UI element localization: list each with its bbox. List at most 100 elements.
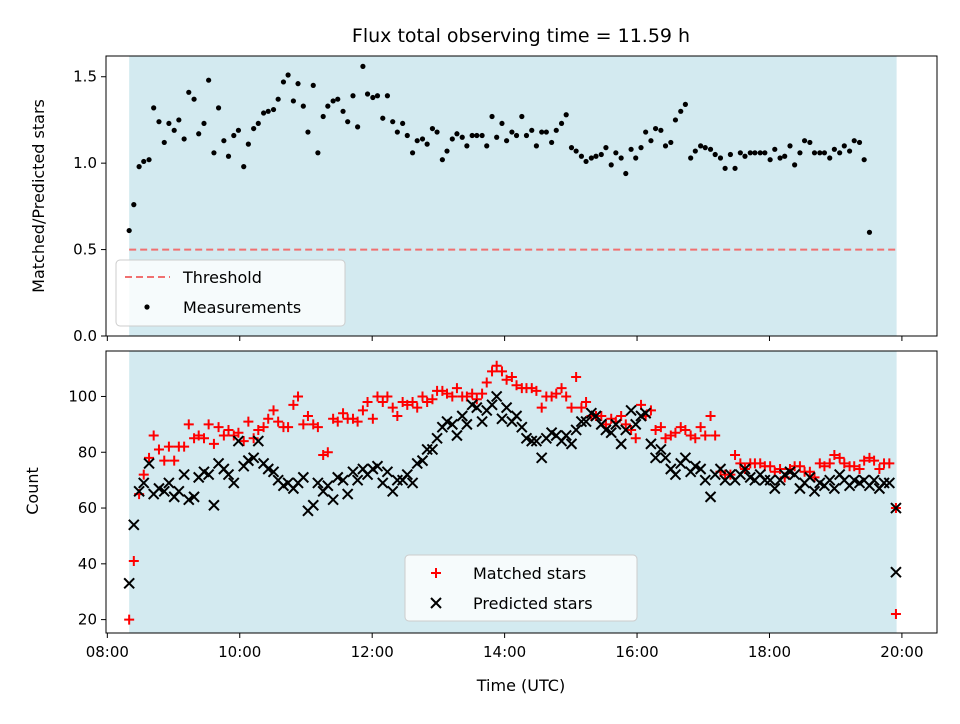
measurement-point <box>752 150 758 156</box>
matched-star-point <box>556 383 567 394</box>
matched-star-point <box>511 380 522 391</box>
matched-star-point <box>153 444 164 455</box>
measurement-point <box>449 136 455 142</box>
measurement-point <box>648 138 654 144</box>
predicted-star-point <box>153 482 165 495</box>
matched-star-point <box>223 424 234 435</box>
measurement-point <box>717 155 724 161</box>
measurement-point <box>251 125 257 132</box>
predicted-star-point <box>312 477 324 489</box>
measurement-point <box>499 120 505 127</box>
measurement-point <box>722 165 728 171</box>
measurement-point <box>136 164 142 170</box>
predicted-star-point <box>490 390 503 403</box>
top-panel: 0.0 0.5 1.0 1.5 Threshold Measurements <box>73 55 938 345</box>
matched-star-point <box>491 360 502 371</box>
predicted-star-point <box>615 438 627 450</box>
predicted-star-point <box>426 443 439 456</box>
bottom-y-axis-label: Count <box>23 467 42 515</box>
matched-star-point <box>357 405 368 416</box>
predicted-star-point <box>228 477 240 489</box>
matched-star-point <box>442 388 453 399</box>
matched-star-point <box>387 402 398 413</box>
measurement-point <box>792 162 798 168</box>
predicted-star-point <box>630 418 642 431</box>
x-tick-label: 14:00 <box>483 643 526 661</box>
measurement-point <box>320 113 326 120</box>
predicted-star-point <box>133 485 145 498</box>
matched-star-point <box>268 405 279 416</box>
predicted-star-point <box>535 452 548 464</box>
matched-star-point <box>302 410 313 421</box>
measurement-point <box>300 103 306 109</box>
measurement-point <box>146 157 152 163</box>
matched-star-point <box>531 385 542 396</box>
matched-star-point <box>581 397 592 408</box>
predicted-star-point <box>510 410 523 422</box>
measurement-point <box>568 145 575 151</box>
predicted-star-point <box>788 468 801 481</box>
measurement-point <box>707 146 714 152</box>
matched-star-point <box>626 424 637 435</box>
measurement-point <box>583 158 589 165</box>
measurement-point <box>151 105 157 111</box>
measurement-point <box>265 108 271 114</box>
measurement-point <box>742 153 748 159</box>
measurement-point <box>215 105 222 111</box>
measurement-point <box>191 96 197 102</box>
matched-star-point <box>561 391 572 402</box>
measurement-point <box>757 150 763 156</box>
matched-star-point <box>148 430 159 441</box>
measurement-point <box>727 151 734 158</box>
matched-star-point <box>338 408 349 419</box>
legend-predicted-label: Predicted stars <box>473 594 593 613</box>
measurement-point <box>424 141 430 147</box>
measurement-point <box>489 113 495 120</box>
measurement-point <box>529 127 535 133</box>
matched-star-point <box>804 466 815 477</box>
matched-star-point <box>332 416 343 427</box>
bottom-y-tick-label: 60 <box>78 499 97 517</box>
legend-matched-label: Matched stars <box>473 564 586 583</box>
matched-star-point <box>839 458 850 469</box>
measurement-point <box>504 138 510 144</box>
measurement-point <box>161 139 167 146</box>
predicted-star-point <box>649 452 662 464</box>
predicted-star-point <box>451 429 463 442</box>
measurement-point <box>533 143 539 149</box>
measurement-point <box>330 98 336 104</box>
measurement-point <box>241 164 247 170</box>
measurement-point <box>384 93 391 99</box>
matched-star-point <box>655 422 666 433</box>
measurement-point <box>206 77 212 83</box>
predicted-star-point <box>471 401 483 414</box>
measurement-point <box>156 119 162 125</box>
measurement-point <box>543 129 549 135</box>
measurement-point <box>380 115 386 121</box>
predicted-star-point <box>520 432 533 445</box>
measurement-point <box>509 129 515 135</box>
bottom-axes-frame <box>105 350 938 634</box>
x-tick-label: 08:00 <box>86 643 129 661</box>
measurement-point <box>712 151 718 158</box>
matched-star-point <box>253 424 264 435</box>
predicted-star-point <box>560 429 572 442</box>
predicted-star-point <box>322 480 334 492</box>
matched-star-point <box>874 463 885 474</box>
predicted-star-point <box>890 502 902 514</box>
bottom-panel: 20 40 60 80 100 08:00 10:00 12:00 14:00 16:00 18:0… <box>68 350 938 661</box>
matched-star-point <box>576 402 587 413</box>
measurement-point <box>811 150 818 156</box>
predicted-star-point <box>890 566 902 578</box>
matched-star-point <box>372 391 383 402</box>
predicted-star-point <box>699 474 711 486</box>
top-legend-box <box>115 259 346 327</box>
chart-title: Flux total observing time = 11.59 h <box>352 25 690 47</box>
matched-star-point <box>859 455 870 466</box>
measurement-point <box>434 129 440 135</box>
predicted-star-point <box>128 519 140 531</box>
matched-star-point <box>849 461 860 472</box>
matched-star-point <box>248 433 259 444</box>
matched-star-point <box>382 391 393 402</box>
predicted-star-point <box>242 454 255 467</box>
